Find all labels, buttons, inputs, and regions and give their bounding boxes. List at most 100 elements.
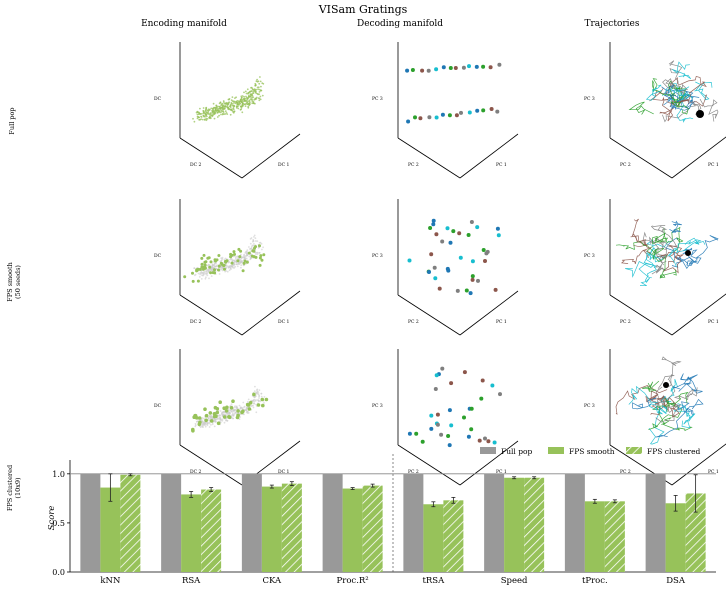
encoding-point xyxy=(239,258,242,261)
encoding-point xyxy=(202,424,204,427)
encoding-point xyxy=(202,253,206,257)
decoding-point xyxy=(434,67,439,72)
legend-swatch xyxy=(626,447,642,454)
axis-line xyxy=(609,294,673,336)
decoding-point xyxy=(461,65,466,70)
trajectory-line xyxy=(643,247,667,269)
x-tick-label: CKA xyxy=(263,576,283,586)
encoding-point xyxy=(219,101,222,104)
encoding-point xyxy=(248,255,251,258)
axis-label: DC 2 xyxy=(190,162,201,168)
encoding-point xyxy=(249,250,252,253)
encoding-point xyxy=(219,108,221,110)
encoding-point xyxy=(220,109,223,112)
encoding-point xyxy=(215,104,218,107)
encoding-point xyxy=(211,109,214,112)
encoding-point xyxy=(222,264,226,268)
trajectory-line xyxy=(642,231,679,247)
decoding-point xyxy=(451,229,456,234)
encoding-point xyxy=(193,274,196,277)
trajectory-line xyxy=(628,101,654,115)
trajectory-line xyxy=(659,378,678,403)
encoding-point xyxy=(226,265,229,268)
decoding-point xyxy=(475,225,480,230)
encoding-point xyxy=(247,407,252,411)
decoding-point xyxy=(476,278,480,283)
encoding-point xyxy=(216,111,219,114)
decoding-point xyxy=(454,113,459,118)
trajectory-line xyxy=(673,387,698,401)
axis-line xyxy=(671,293,726,336)
trajectory-endpoint xyxy=(663,382,669,388)
encoding-point xyxy=(253,234,256,237)
decoding-point xyxy=(474,64,479,69)
decoding-point xyxy=(437,286,442,291)
encoding-point xyxy=(255,90,257,93)
trajectory-line xyxy=(628,385,658,405)
encoding-point xyxy=(199,107,201,110)
encoding-point xyxy=(227,103,230,106)
encoding-point xyxy=(245,250,248,253)
encoding-point xyxy=(259,254,263,258)
encoding-point xyxy=(212,102,215,105)
encoding-point xyxy=(217,109,220,111)
bar-Speed-1 xyxy=(504,477,525,572)
encoding-point xyxy=(230,261,234,265)
encoding-point xyxy=(204,277,207,280)
encoding-point xyxy=(183,275,187,279)
encoding-point xyxy=(236,265,239,268)
encoding-point xyxy=(235,405,238,408)
encoding-point xyxy=(203,263,207,267)
axis-line xyxy=(671,443,726,486)
encoding-point xyxy=(258,397,260,399)
encoding-point xyxy=(200,115,202,118)
encoding-point xyxy=(208,113,211,115)
encoding-point xyxy=(243,259,247,263)
encoding-point xyxy=(227,98,230,101)
encoding-point xyxy=(217,105,220,108)
decoding-point xyxy=(449,381,454,386)
score-bar-chart: 0.0 0.5 1.0 Score kNN RSA CKA Proc.R² tRSA Speed t… xyxy=(47,447,716,586)
encoding-point xyxy=(193,120,196,123)
encoding-point xyxy=(235,258,237,260)
encoding-point xyxy=(217,264,221,268)
encoding-point xyxy=(218,273,221,275)
encoding-point xyxy=(247,92,250,94)
bar-tRSA-0 xyxy=(403,473,424,572)
encoding-point xyxy=(210,107,213,110)
decoding-point xyxy=(427,270,431,274)
encoding-point xyxy=(249,93,252,96)
encoding-point xyxy=(205,117,208,120)
encoding-point xyxy=(231,109,234,112)
encoding-point xyxy=(211,114,214,116)
decoding-point xyxy=(477,438,482,443)
encoding-point xyxy=(242,401,245,404)
encoding-point xyxy=(222,112,224,115)
encoding-point xyxy=(224,257,227,260)
encoding-point xyxy=(246,88,249,91)
encoding-point xyxy=(207,111,210,113)
encoding-point xyxy=(238,263,241,265)
y-tick-label: 1.0 xyxy=(52,470,65,479)
trajectory-line xyxy=(672,61,692,80)
encoding-point xyxy=(247,106,250,109)
bar-RSA-1 xyxy=(181,494,202,572)
decoding-point xyxy=(481,64,486,69)
encoding-point xyxy=(195,269,199,273)
encoding-point xyxy=(225,105,227,108)
encoding-point xyxy=(201,417,204,419)
encoding-point xyxy=(218,400,222,405)
encoding-point xyxy=(261,94,264,97)
axis-line xyxy=(609,137,673,179)
encoding-point xyxy=(194,424,197,427)
encoding-point xyxy=(197,116,200,119)
encoding-point xyxy=(244,252,247,254)
encoding-point xyxy=(244,90,247,93)
encoding-point xyxy=(252,239,255,241)
encoding-point xyxy=(256,86,259,89)
encoding-point xyxy=(251,95,254,97)
encoding-point xyxy=(223,267,226,271)
encoding-point xyxy=(248,96,251,98)
encoding-point xyxy=(253,99,256,101)
encoding-point xyxy=(231,413,234,416)
